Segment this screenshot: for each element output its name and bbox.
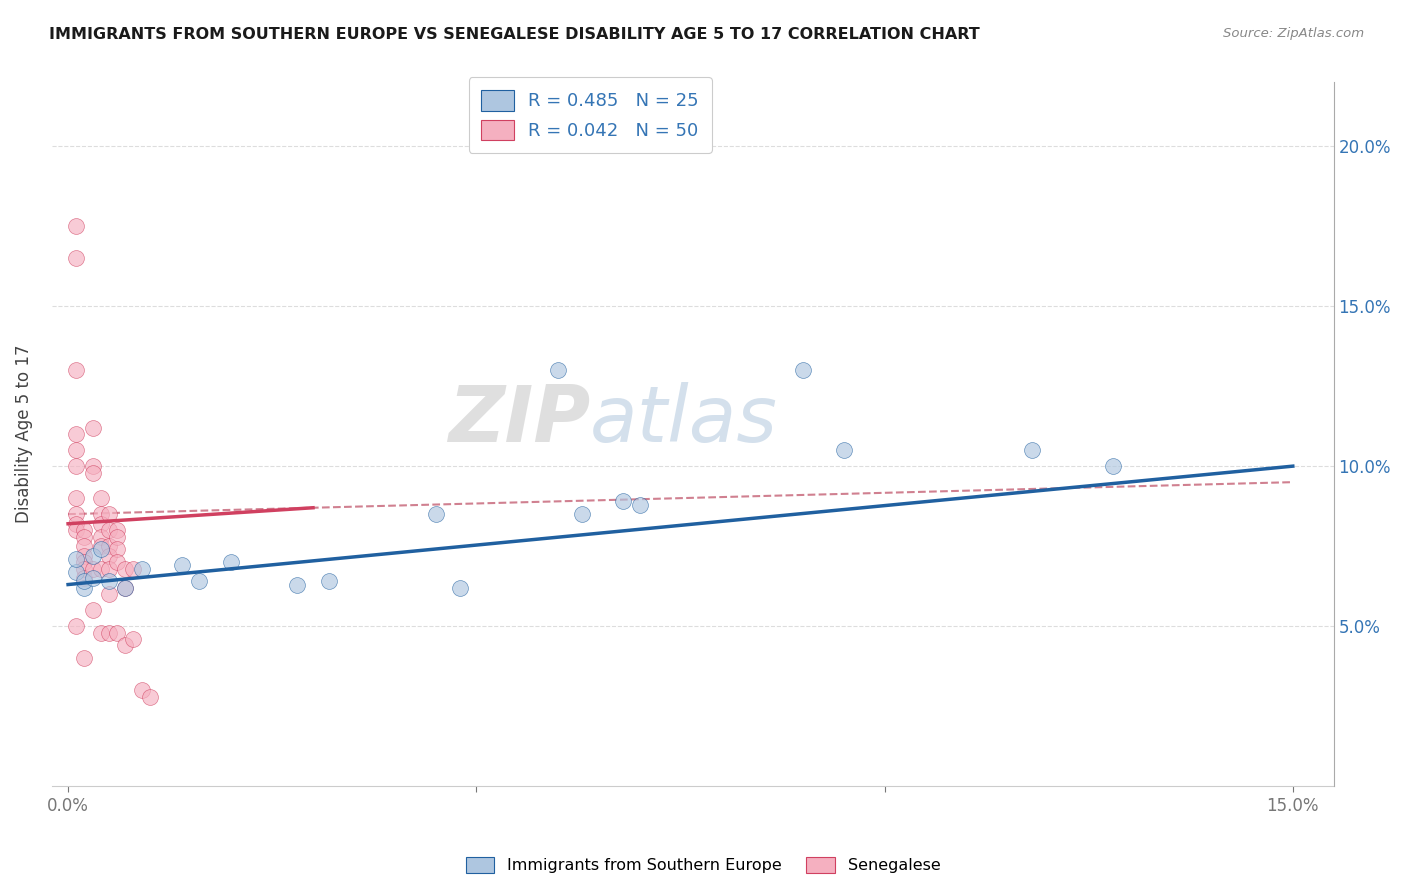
Point (105, 530, 128, 544)
Point (97, 625, 120, 640)
Point (65, 507, 87, 521)
Point (97, 507, 120, 521)
Point (612, 494, 634, 508)
Point (285, 577, 308, 591)
Point (82, 466, 104, 480)
Legend: R = 0.485   N = 25, R = 0.042   N = 50: R = 0.485 N = 25, R = 0.042 N = 50 (468, 77, 711, 153)
Point (114, 638, 136, 652)
Point (65, 459, 87, 474)
Point (90, 539, 112, 553)
Point (114, 581, 136, 595)
Point (318, 574, 340, 589)
Point (425, 507, 447, 521)
Point (138, 690, 160, 704)
Point (73, 571, 96, 585)
Point (73, 561, 96, 575)
Point (105, 523, 128, 537)
Text: Source: ZipAtlas.com: Source: ZipAtlas.com (1223, 27, 1364, 40)
Point (82, 421, 104, 435)
Point (65, 363, 87, 377)
Point (82, 571, 104, 585)
Point (131, 561, 153, 575)
Point (628, 498, 651, 512)
Point (122, 561, 145, 575)
Point (82, 603, 104, 617)
Point (1102, 459, 1125, 474)
Point (82, 549, 104, 563)
Point (65, 491, 87, 505)
Point (73, 555, 96, 569)
Point (90, 542, 112, 557)
Point (105, 542, 128, 557)
Point (97, 539, 120, 553)
Point (73, 651, 96, 665)
Point (65, 427, 87, 442)
Point (122, 632, 145, 646)
Point (172, 558, 194, 573)
Point (73, 539, 96, 553)
Point (65, 443, 87, 458)
Point (832, 443, 855, 458)
Point (571, 507, 593, 521)
Point (90, 561, 112, 575)
Point (82, 561, 104, 575)
Point (65, 552, 87, 566)
Point (65, 219, 87, 234)
Y-axis label: Disability Age 5 to 17: Disability Age 5 to 17 (15, 345, 32, 524)
Point (90, 625, 112, 640)
Point (82, 459, 104, 474)
Point (73, 530, 96, 544)
Point (114, 561, 136, 575)
Point (221, 555, 243, 569)
Point (73, 523, 96, 537)
Point (90, 507, 112, 521)
Point (131, 683, 153, 698)
Point (65, 619, 87, 633)
Text: atlas: atlas (591, 382, 778, 458)
Point (187, 574, 209, 589)
Point (90, 491, 112, 505)
Point (73, 581, 96, 595)
Point (97, 549, 120, 563)
Point (105, 555, 128, 569)
Point (65, 523, 87, 537)
Legend: Immigrants from Southern Europe, Senegalese: Immigrants from Southern Europe, Senegal… (460, 850, 946, 880)
Point (105, 625, 128, 640)
Point (97, 523, 120, 537)
Point (97, 574, 120, 589)
Point (73, 574, 96, 589)
Text: ZIP: ZIP (449, 382, 591, 458)
Point (449, 581, 471, 595)
Point (65, 251, 87, 265)
Point (114, 581, 136, 595)
Point (65, 516, 87, 531)
Point (90, 530, 112, 544)
Point (73, 549, 96, 563)
Point (97, 587, 120, 601)
Text: IMMIGRANTS FROM SOUTHERN EUROPE VS SENEGALESE DISABILITY AGE 5 TO 17 CORRELATION: IMMIGRANTS FROM SOUTHERN EUROPE VS SENEG… (49, 27, 980, 42)
Point (97, 561, 120, 575)
Point (547, 363, 569, 377)
Point (65, 565, 87, 579)
Point (90, 516, 112, 531)
Point (792, 363, 814, 377)
Point (1021, 443, 1043, 458)
